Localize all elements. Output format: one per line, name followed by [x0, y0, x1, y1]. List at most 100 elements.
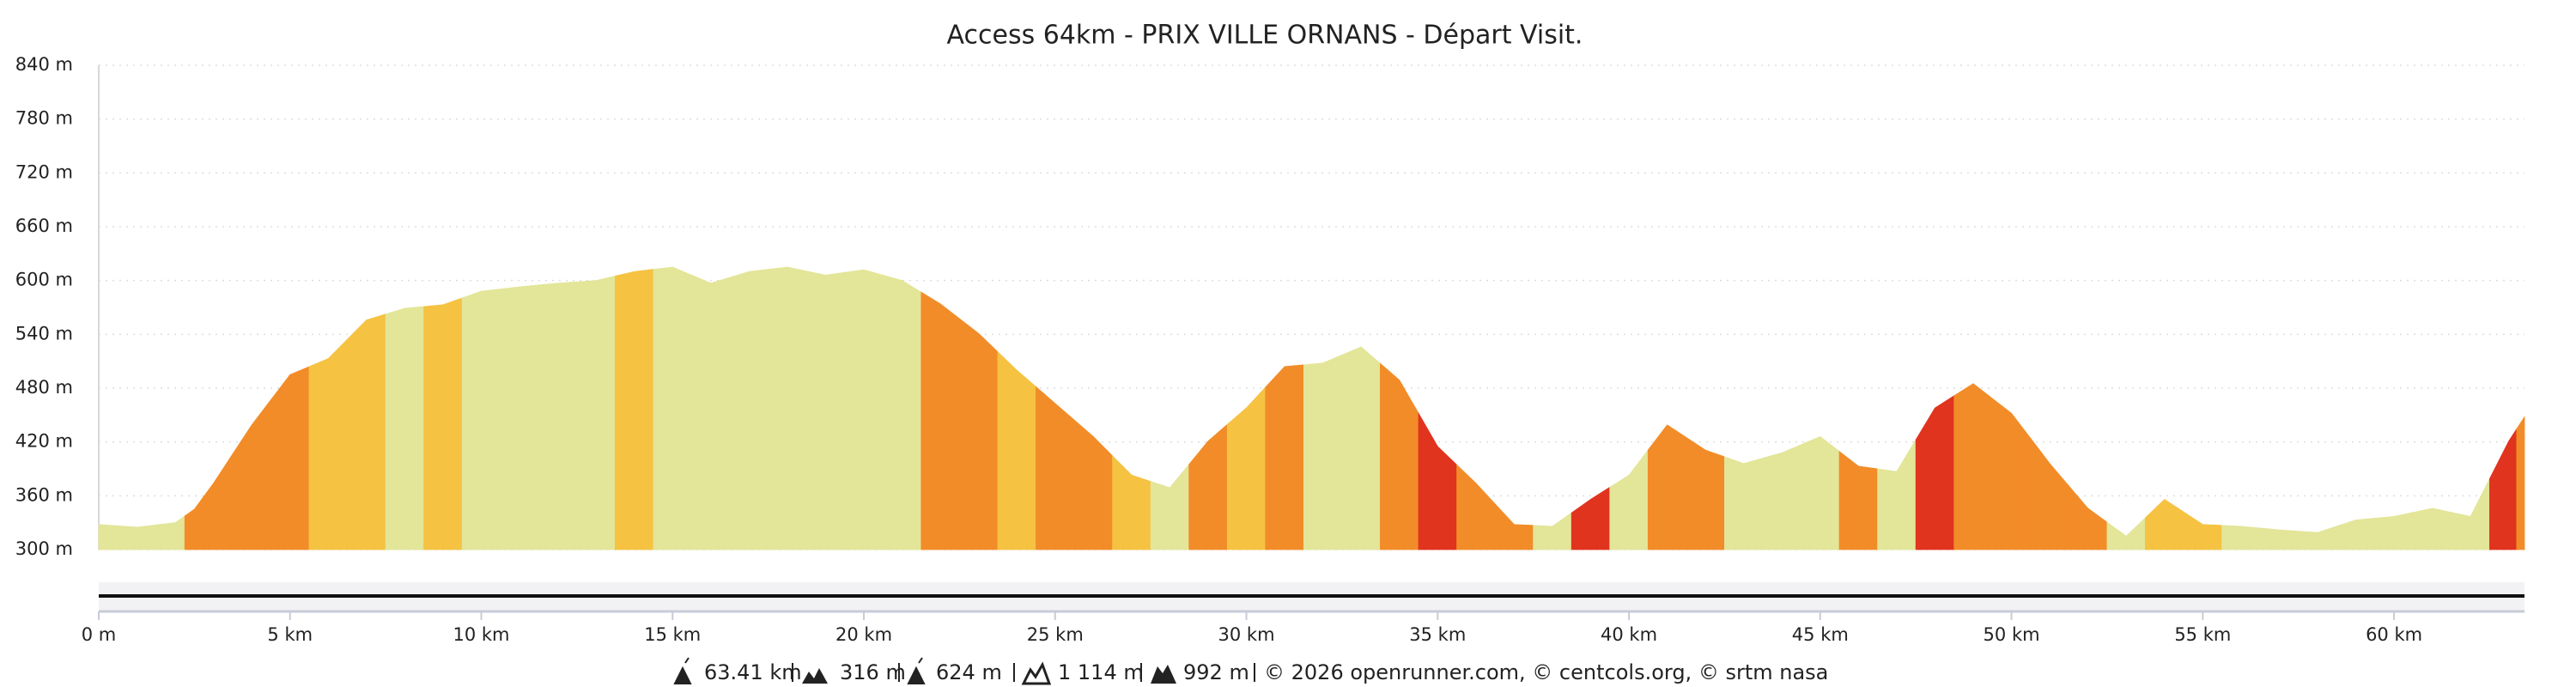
elevation-segment	[691, 274, 731, 550]
min-icon	[802, 668, 828, 684]
elevation-segment	[844, 269, 884, 550]
elevation-segment	[1533, 512, 1572, 550]
x-tick-label: 60 km	[2366, 624, 2422, 645]
elevation-segment	[270, 366, 310, 550]
elevation-segment	[1686, 436, 1725, 550]
separator	[792, 663, 793, 682]
elevation-segment	[2106, 516, 2146, 550]
y-tick-label: 840 m	[15, 54, 73, 75]
x-tick-label: 30 km	[1218, 624, 1275, 645]
elevation-segment	[1456, 464, 1496, 550]
x-tick-label: 55 km	[2174, 624, 2231, 645]
footer-ascent: 1 114 m	[1058, 660, 1144, 684]
elevation-segment	[2516, 416, 2525, 550]
elevation-segment	[2068, 484, 2108, 550]
chart-title: Access 64km - PRIX VILLE ORNANS - Départ…	[947, 21, 1583, 51]
footer-min: 316 m	[840, 660, 906, 684]
elevation-segment	[461, 289, 501, 550]
separator	[1254, 663, 1255, 682]
elevation-segment	[1953, 383, 1993, 550]
elevation-segment	[1762, 444, 1801, 550]
ascent-icon	[1021, 661, 1052, 685]
elevation-segment	[500, 284, 539, 550]
y-tick-label: 780 m	[15, 108, 73, 129]
separator	[1140, 663, 1142, 682]
elevation-segment	[1571, 486, 1611, 550]
elevation-segment	[1036, 386, 1075, 550]
elevation-segment	[2030, 437, 2069, 550]
x-tick-label: 10 km	[453, 624, 510, 645]
elevation-segment	[308, 338, 348, 550]
elevation-segment	[2451, 478, 2490, 550]
elevation-segment	[1915, 395, 1955, 550]
elevation-segment	[204, 453, 234, 550]
elevation-segment	[2489, 428, 2518, 550]
elevation-segment	[232, 398, 271, 550]
x-tick-label: 15 km	[644, 624, 701, 645]
footer: 63.41 km 316 m 624 m 1 114 m 992 m © 202…	[673, 657, 1828, 685]
elevation-segment	[768, 266, 807, 550]
elevation-segment	[1226, 386, 1267, 550]
elevation-segment	[423, 297, 463, 550]
elevation-segment	[347, 313, 386, 550]
elevation-segment	[1341, 346, 1381, 550]
elevation-segment	[653, 266, 692, 550]
x-tick-label: 0 m	[82, 624, 117, 645]
separator	[898, 663, 900, 682]
y-tick-label: 420 m	[15, 431, 73, 452]
elevation-segment	[2145, 499, 2184, 550]
x-tick-label: 45 km	[1792, 624, 1849, 645]
y-tick-label: 300 m	[15, 538, 73, 559]
elevation-segment	[1609, 448, 1649, 550]
footer-descent: 992 m	[1183, 660, 1249, 684]
elevation-segment	[117, 524, 157, 550]
separator	[1013, 663, 1015, 682]
x-tick-label: 5 km	[267, 624, 313, 645]
footer-max: 624 m	[936, 660, 1002, 684]
elevation-segment	[1801, 435, 1840, 550]
elevation-segment	[538, 281, 578, 550]
elevation-segment	[1647, 424, 1687, 550]
elevation-segment	[2183, 511, 2222, 550]
footer-distance: 63.41 km	[704, 660, 802, 684]
descent-icon	[1151, 665, 1176, 684]
y-tick-label: 540 m	[15, 323, 73, 344]
elevation-segment	[920, 291, 960, 550]
elevation-segment	[1073, 419, 1114, 550]
elevation-segment	[1112, 454, 1151, 550]
y-tick-label: 660 m	[15, 216, 73, 236]
y-tick-label: 600 m	[15, 270, 73, 290]
elevation-segment	[729, 269, 769, 550]
elevation-segment	[1418, 411, 1457, 550]
elevation-segment	[2336, 518, 2376, 550]
x-tick-label: 35 km	[1409, 624, 1466, 645]
elevation-segment	[997, 350, 1036, 550]
elevation-segment	[805, 271, 846, 550]
elevation-segment	[2298, 526, 2337, 550]
elevation-segment	[1724, 456, 1764, 550]
distance-icon	[673, 657, 692, 684]
elevation-segment	[2221, 525, 2261, 550]
elevation-segment	[1838, 450, 1879, 550]
elevation-segment	[1380, 362, 1419, 550]
elevation-segment	[98, 524, 118, 550]
elevation-segment	[184, 495, 204, 550]
elevation-segment	[2412, 508, 2452, 550]
elevation-segment	[2259, 527, 2300, 550]
elevation-segment	[1265, 364, 1304, 550]
elevation-segment	[155, 515, 185, 550]
y-tick-label: 360 m	[15, 484, 73, 505]
max-icon	[907, 657, 926, 684]
x-tick-label: 50 km	[1984, 624, 2040, 645]
elevation-segment	[1188, 423, 1228, 550]
elevation-segment	[1991, 398, 2032, 550]
elevation-segment	[615, 269, 654, 550]
x-tick-label: 40 km	[1601, 624, 1657, 645]
elevation-segment	[2374, 512, 2414, 550]
elevation-segment	[1877, 438, 1917, 550]
footer-credits: © 2026 openrunner.com, © centcols.org, ©…	[1264, 660, 1828, 684]
elevation-segment	[1494, 502, 1534, 550]
y-tick-label: 720 m	[15, 161, 73, 182]
